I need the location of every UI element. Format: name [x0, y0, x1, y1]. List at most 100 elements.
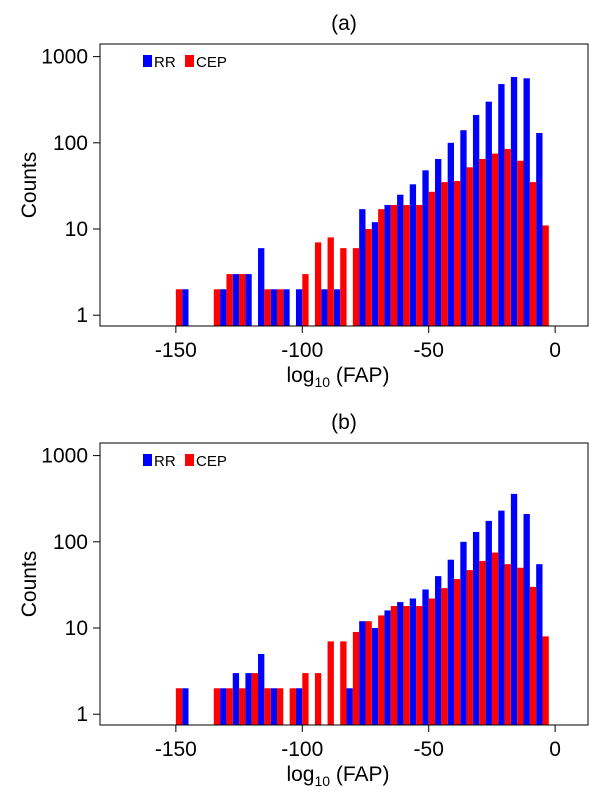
bar-rr: [536, 564, 543, 725]
bar-rr: [220, 289, 227, 326]
bar-rr: [510, 493, 518, 725]
bar-rr: [409, 184, 417, 326]
bar-cep: [302, 673, 309, 725]
x-tick-label: -50: [414, 339, 444, 362]
legend-label-rr: RR: [154, 54, 176, 71]
bar-rr: [435, 576, 442, 725]
y-tick-label: 1000: [41, 445, 88, 468]
bar-rr: [333, 289, 341, 326]
bar-cep: [428, 191, 436, 326]
bar-rr: [295, 688, 303, 725]
bar-rr: [397, 602, 404, 725]
bar-cep: [239, 274, 246, 326]
bar-cep: [327, 237, 334, 326]
bar-cep: [226, 688, 233, 725]
bar-rr: [460, 130, 467, 326]
bar-rr: [359, 209, 366, 326]
plot-frame: [99, 43, 589, 327]
bar-rr: [498, 510, 505, 725]
y-tick-label: 100: [53, 132, 88, 155]
bar-cep: [302, 274, 309, 326]
bar-cep: [365, 621, 372, 725]
bar-rr: [258, 653, 265, 725]
bar-cep: [264, 688, 271, 725]
bar-rr: [182, 289, 189, 326]
chart-panel-a: (a) 1 10 100 1000 -150 -100 -50 0 Counts log10 (FA…: [18, 12, 589, 390]
bar-cep: [479, 158, 486, 326]
bar-cep: [314, 242, 322, 326]
chart-title: (a): [331, 12, 357, 35]
y-tick-label: 10: [65, 218, 88, 241]
bar-cep: [352, 631, 360, 725]
bar-cep: [239, 688, 246, 725]
bar-cep: [276, 289, 284, 326]
bar-rr: [346, 688, 353, 725]
bar-cep: [340, 641, 347, 725]
bar-cep: [491, 552, 499, 725]
chart-panel-b: (b) 1 10 100 1000 -150 -100 -50 0 Counts log10 (FA…: [18, 411, 589, 789]
bar-rr: [447, 142, 454, 326]
bar-rr: [182, 688, 189, 725]
legend: RR CEP: [143, 453, 227, 470]
bar-cep: [213, 289, 221, 326]
bar-cep: [365, 229, 372, 326]
bar-cep: [378, 615, 385, 725]
bar-cep: [466, 167, 473, 326]
bar-rr: [258, 248, 265, 326]
bar-rr: [283, 289, 290, 326]
bar-cep: [340, 248, 347, 326]
bar-cep: [276, 688, 284, 725]
bar-rr: [371, 222, 379, 326]
bar-cep: [441, 588, 448, 725]
bar-rr: [245, 274, 252, 326]
bar-cep: [479, 560, 486, 725]
bar-rr: [447, 559, 454, 725]
legend-label-cep: CEP: [196, 54, 227, 71]
plot-frame: [99, 442, 589, 726]
bar-cep: [542, 225, 549, 326]
bar-cep: [251, 673, 259, 725]
chart-title: (b): [331, 411, 357, 434]
bar-cep: [378, 209, 385, 326]
bar-cep: [213, 688, 221, 725]
bar-cep: [175, 688, 183, 725]
bar-rr: [485, 520, 492, 725]
bar-cep: [327, 641, 334, 725]
bar-cep: [529, 182, 537, 326]
x-tick-label: -100: [281, 339, 323, 362]
bar-cep: [428, 598, 436, 725]
bar-rr: [523, 78, 530, 326]
bar-cep: [226, 274, 233, 326]
bar-cep: [504, 564, 511, 725]
bar-rr: [510, 76, 518, 327]
bar-rr: [536, 132, 543, 326]
x-tick-label: -100: [281, 738, 323, 761]
bar-cep: [491, 153, 499, 326]
bar-rr: [409, 598, 417, 725]
x-tick-label: -50: [414, 738, 444, 761]
bar-cep: [403, 606, 410, 725]
bar-cep: [453, 579, 461, 725]
bar-rr: [472, 115, 480, 326]
bar-rr: [498, 84, 505, 326]
bar-rr: [371, 628, 379, 725]
bar-cep: [441, 182, 448, 326]
bar-rr: [397, 194, 404, 326]
bar-cep: [416, 204, 423, 326]
legend-label-cep: CEP: [196, 453, 227, 470]
bar-rr: [359, 621, 366, 725]
legend-label-rr: RR: [154, 453, 176, 470]
bar-cep: [314, 673, 322, 725]
bar-cep: [529, 586, 537, 725]
bar-rr: [321, 289, 328, 326]
y-tick-label: 1000: [41, 46, 88, 69]
bar-rr: [472, 531, 480, 725]
bar-cep: [416, 606, 423, 725]
bar-rr: [485, 101, 492, 327]
bar-cep: [504, 148, 511, 326]
legend: RR CEP: [143, 54, 227, 71]
y-tick-label: 100: [53, 531, 88, 554]
bar-rr: [384, 204, 391, 326]
x-tick-label: 0: [549, 339, 561, 362]
